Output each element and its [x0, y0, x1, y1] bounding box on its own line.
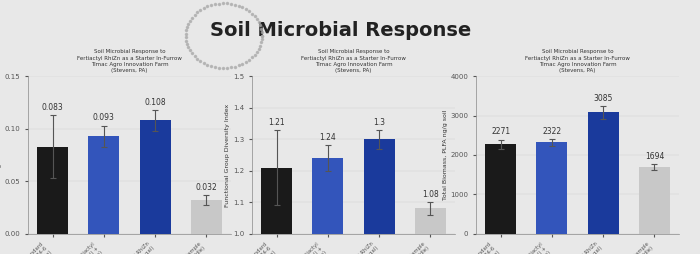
Title: Soil Microbial Response to
Fertiactyl RhiZn as a Starter In-Furrow
Timac Agro In: Soil Microbial Response to Fertiactyl Rh…: [77, 50, 182, 73]
Y-axis label: Functional Group Diversity Index: Functional Group Diversity Index: [225, 103, 230, 207]
Bar: [639, 167, 670, 234]
Bar: [536, 142, 567, 234]
Y-axis label: Total Biomass, PLFA ng/g soil: Total Biomass, PLFA ng/g soil: [442, 110, 447, 200]
Y-axis label: Fungi:Bacteria: Fungi:Bacteria: [0, 132, 2, 178]
Bar: [140, 120, 171, 234]
Text: 1.08: 1.08: [422, 190, 439, 199]
Title: Soil Microbial Response to
Fertiactyl RhiZn as a Starter In-Furrow
Timac Agro In: Soil Microbial Response to Fertiactyl Rh…: [525, 50, 630, 73]
Title: Soil Microbial Response to
Fertiactyl RhiZn as a Starter In-Furrow
Timac Agro In: Soil Microbial Response to Fertiactyl Rh…: [301, 50, 406, 73]
Text: 0.032: 0.032: [195, 183, 217, 192]
Text: 1694: 1694: [645, 152, 664, 161]
Text: 1.3: 1.3: [373, 118, 385, 126]
Text: 1.21: 1.21: [268, 118, 285, 126]
Text: 2271: 2271: [491, 128, 510, 136]
Text: 3085: 3085: [594, 94, 612, 103]
Text: 0.108: 0.108: [144, 98, 166, 107]
Bar: [415, 209, 446, 254]
Text: 0.083: 0.083: [42, 103, 64, 112]
Bar: [37, 147, 68, 234]
Text: 1.24: 1.24: [319, 133, 336, 142]
Bar: [191, 200, 222, 234]
Bar: [312, 158, 343, 254]
Text: 0.093: 0.093: [93, 113, 115, 122]
Text: Soil Microbial Response: Soil Microbial Response: [210, 21, 471, 40]
Text: 2322: 2322: [542, 126, 561, 136]
Bar: [261, 168, 292, 254]
Bar: [88, 136, 119, 234]
Bar: [485, 144, 516, 234]
Bar: [364, 139, 395, 254]
Bar: [588, 112, 619, 234]
